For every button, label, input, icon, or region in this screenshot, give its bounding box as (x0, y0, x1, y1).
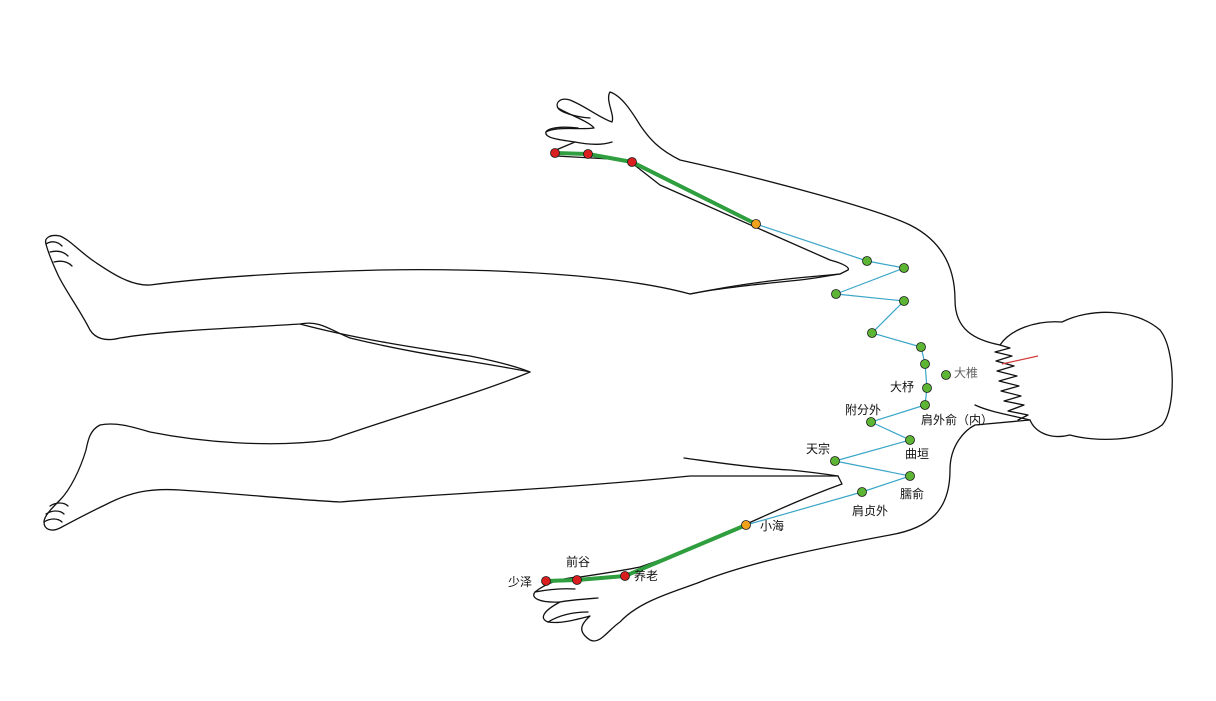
meridian-internal-path (745, 223, 928, 526)
acupoint-p_l6 (899, 263, 909, 273)
acupoint-label-jianzhen_r: 肩贞外 (852, 503, 888, 518)
left-arm-inner (689, 273, 841, 295)
acupoint-jianzhen_r (857, 487, 867, 497)
acupoint-jianwaishu_r (920, 400, 930, 410)
acupoint-fufen_r (866, 417, 876, 427)
acupoint-p_l9 (627, 157, 637, 167)
acupoint-p_l5 (831, 289, 841, 299)
acupoint-p_l7 (862, 256, 872, 266)
leg-gap-outline (299, 323, 531, 373)
hair-zigzag (994, 344, 1029, 421)
meridian-surface-path (544, 151, 758, 583)
right-arm-inner (683, 457, 839, 477)
acupoint-p_l4 (899, 296, 909, 306)
head-marker-line (1001, 355, 1039, 365)
acupoints (541, 148, 951, 586)
acupoint-tianzong_r (830, 456, 840, 466)
acupoint-label-quyuan_r: 曲垣 (905, 447, 929, 461)
acupoint-p_l8 (751, 219, 761, 229)
acupoint-p_l11 (550, 148, 560, 158)
surface-channel-line-1 (544, 523, 748, 583)
foot-toes-top (45, 241, 73, 267)
surface-channel-line-2 (553, 151, 758, 226)
acupoint-p_l3 (867, 328, 877, 338)
acupoint-dazhu (922, 383, 932, 393)
acupoint-xiaohai_r (741, 520, 751, 530)
acupoint-label-dazhui: 大椎 (954, 365, 978, 380)
acupoint-quyuan_r (905, 435, 915, 445)
acupoint-label-tianzong_r: 天宗 (806, 441, 830, 456)
acupoint-label-xiaohai_r: 小海 (760, 518, 784, 533)
acupoint-label-yanglao_r: 养老 (634, 568, 658, 583)
acupoint-qiangu_r (572, 575, 582, 585)
hand-fingers-bottom (534, 588, 599, 623)
acupoint-p_l10 (583, 149, 593, 159)
acupoint-dazhui (941, 370, 951, 380)
acupoint-label-jianwaishu_r: 肩外俞（内） (921, 412, 993, 427)
acupoint-label-qiangu_r: 前谷 (566, 554, 590, 569)
acupoint-label-dazhu: 大杼 (890, 379, 914, 394)
acupoint-label-naoshu_r: 臑俞 (900, 486, 924, 501)
torso-upper-outline (43, 91, 1031, 642)
head-outline (974, 311, 1173, 441)
internal-channel-line (745, 223, 928, 526)
acupoint-p_l2 (916, 342, 926, 352)
foot-toes-bottom (43, 502, 69, 523)
acupoint-label-fufen_r: 附分外 (845, 403, 881, 417)
acupoint-yanglao_r (620, 571, 630, 581)
acupoint-naoshu_r (905, 471, 915, 481)
acupoint-p_l1 (920, 359, 930, 369)
acupoint-label-shaoze_r: 少泽 (508, 575, 532, 589)
body-outline (43, 91, 1173, 642)
acupoint-shaoze_r (541, 576, 551, 586)
hand-fingers-top (545, 107, 613, 145)
